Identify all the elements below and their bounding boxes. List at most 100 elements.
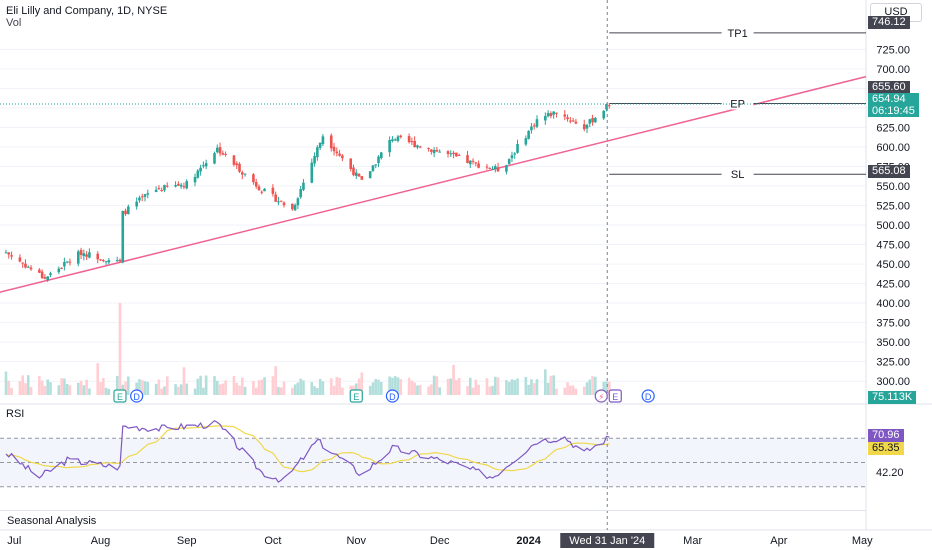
event-markers[interactable]: E D E D E D⚡ [113,389,655,403]
candle-body [569,120,572,122]
candle-body [455,152,458,157]
candle-body [585,124,589,129]
volume-bar [566,382,569,395]
candle-body [60,267,63,269]
candle-body [182,186,186,188]
volume-bar [76,382,80,395]
candle-body [193,176,197,183]
volume-bar [243,386,247,395]
volume-bar [107,388,111,395]
volume-bar [505,380,508,395]
volume-bar [332,385,336,395]
volume-bar [252,381,255,395]
volume-bar [24,383,27,395]
trade-levels[interactable]: TP1 EP SL [0,26,866,181]
volume-bar [388,376,391,395]
volume-bar [18,381,22,395]
candle-body [163,184,166,191]
volume-bar [38,376,41,395]
trendline[interactable] [0,75,867,293]
event-marker-earnings: E [113,389,127,403]
volume-bar [446,379,450,395]
candle-body [357,173,361,177]
marker-letter: D [133,392,140,402]
volume-bar [374,379,378,395]
volume-bar [202,387,205,395]
candle-body [124,210,127,215]
candle-body [352,167,355,176]
x-tick-label: Nov [346,535,366,547]
volume-bar [493,376,497,395]
candle-body [510,155,514,159]
candle-body [157,188,161,190]
x-tick-label: Oct [264,535,281,547]
candle-body [274,194,277,202]
volume-bar [185,383,188,395]
candle-body [82,253,86,257]
y-tick-label: 725.00 [876,44,910,56]
volume-bar [607,381,611,395]
candle-body [507,159,511,164]
seasonal-analysis-pane[interactable]: Seasonal Analysis [0,510,866,530]
tp1-price-tag: 746.12 [868,16,910,29]
candle-body [18,257,22,262]
volume-bar [313,386,316,395]
y-tick-label: 500.00 [876,220,910,232]
candle-body [505,165,508,172]
y-tick-label: 325.00 [876,357,910,369]
candle-body [118,259,122,262]
volume-bar [438,387,441,395]
rsi-label: RSI [6,408,25,420]
volume-bar [291,387,294,395]
volume-bar [96,363,100,395]
x-tick-label: Sep [177,535,197,547]
volume-bar [4,371,8,395]
candle-body [524,138,528,145]
volume-bar [516,378,519,395]
volume-bar [535,379,539,395]
candle-body [329,135,333,149]
volume-bar [318,378,322,395]
volume-bar [360,372,364,395]
candle-body [179,184,183,187]
candle-body [318,142,322,148]
volume-bar [546,382,550,395]
volume-bar [124,381,127,395]
rsi-line [5,419,610,483]
candle-body [310,162,314,183]
volume-bar [57,385,61,395]
x-tick-label: Mar [683,535,702,547]
volume-bar [329,378,333,395]
candle-body [354,172,358,176]
candle-body [146,193,150,195]
volume-bar [263,377,266,395]
volume-bar [466,386,469,395]
x-tick-label: Dec [430,535,450,547]
candle-body [154,189,158,192]
candle-body [279,200,283,202]
volume-bar [491,385,494,395]
volume-bar [341,387,344,395]
volume-bar [485,378,489,395]
volume-bar [182,367,186,395]
volume-bar [399,379,403,395]
candle-body [574,121,578,124]
candle-body [416,145,419,148]
volume-bar [591,376,594,395]
volume-bar [146,381,150,395]
volume-bar [235,382,239,395]
volume-bar [457,377,461,395]
marker-shape [130,389,144,403]
volume-bar [140,380,144,395]
candle-body [177,183,180,186]
volume-bar [215,380,219,395]
volume-bar [418,385,422,395]
volume-bar [138,379,141,395]
volume-bar [277,386,280,395]
volume-bar [21,375,24,395]
volume-bar [115,375,119,395]
y-tick-label: 525.00 [876,201,910,213]
volume-bar [510,379,514,395]
candle-body [446,151,450,154]
